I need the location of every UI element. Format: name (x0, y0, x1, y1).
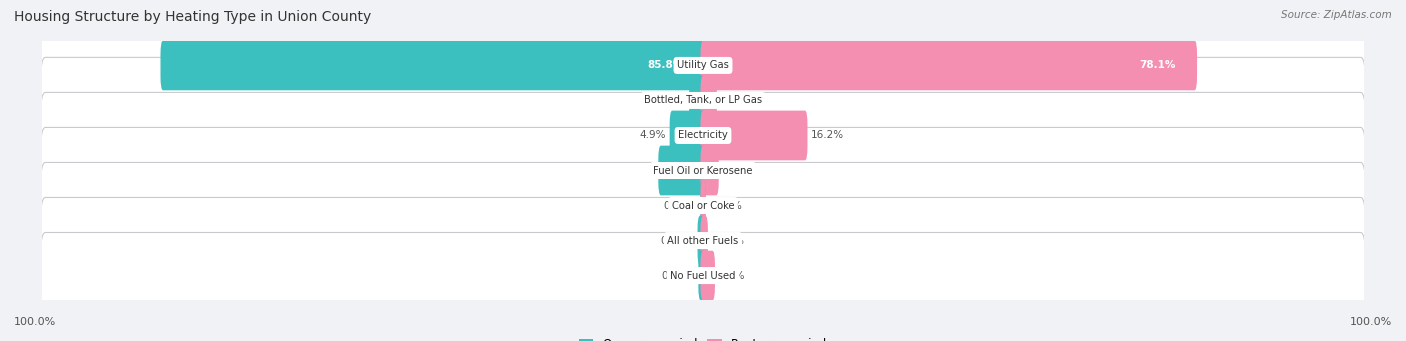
FancyBboxPatch shape (700, 76, 717, 125)
Text: Housing Structure by Heating Type in Union County: Housing Structure by Heating Type in Uni… (14, 10, 371, 24)
FancyBboxPatch shape (160, 41, 706, 90)
Text: 85.8%: 85.8% (648, 60, 685, 71)
FancyBboxPatch shape (689, 76, 706, 125)
Text: 1.8%: 1.8% (659, 95, 685, 105)
Text: 1.5%: 1.5% (718, 270, 745, 281)
Text: 100.0%: 100.0% (14, 317, 56, 327)
FancyBboxPatch shape (700, 41, 1197, 90)
FancyBboxPatch shape (41, 233, 1365, 318)
FancyBboxPatch shape (41, 128, 1365, 213)
FancyBboxPatch shape (700, 110, 807, 160)
Text: Coal or Coke: Coal or Coke (672, 201, 734, 210)
Text: 0.34%: 0.34% (662, 270, 695, 281)
FancyBboxPatch shape (700, 216, 707, 265)
Text: All other Fuels: All other Fuels (668, 236, 738, 246)
FancyBboxPatch shape (700, 181, 706, 231)
Text: 78.1%: 78.1% (1139, 60, 1175, 71)
Text: 0.38%: 0.38% (711, 236, 745, 246)
FancyBboxPatch shape (697, 216, 706, 265)
FancyBboxPatch shape (658, 146, 706, 195)
Text: Utility Gas: Utility Gas (678, 60, 728, 71)
Text: 0.47%: 0.47% (661, 236, 693, 246)
FancyBboxPatch shape (41, 57, 1365, 144)
Text: 2.1%: 2.1% (723, 165, 749, 176)
FancyBboxPatch shape (700, 251, 716, 300)
FancyBboxPatch shape (669, 110, 706, 160)
FancyBboxPatch shape (41, 92, 1365, 179)
FancyBboxPatch shape (41, 162, 1365, 249)
Text: No Fuel Used: No Fuel Used (671, 270, 735, 281)
Text: 100.0%: 100.0% (1350, 317, 1392, 327)
FancyBboxPatch shape (700, 181, 706, 231)
Text: 4.9%: 4.9% (640, 131, 666, 140)
Text: Electricity: Electricity (678, 131, 728, 140)
Text: 0.03%: 0.03% (710, 201, 742, 210)
Legend: Owner-occupied, Renter-occupied: Owner-occupied, Renter-occupied (579, 338, 827, 341)
Text: 16.2%: 16.2% (811, 131, 845, 140)
Text: 1.8%: 1.8% (721, 95, 747, 105)
Text: Bottled, Tank, or LP Gas: Bottled, Tank, or LP Gas (644, 95, 762, 105)
Text: 0.04%: 0.04% (664, 201, 696, 210)
FancyBboxPatch shape (41, 23, 1365, 108)
FancyBboxPatch shape (699, 251, 706, 300)
FancyBboxPatch shape (700, 146, 718, 195)
Text: 6.7%: 6.7% (655, 165, 685, 176)
Text: Source: ZipAtlas.com: Source: ZipAtlas.com (1281, 10, 1392, 20)
Text: Fuel Oil or Kerosene: Fuel Oil or Kerosene (654, 165, 752, 176)
FancyBboxPatch shape (41, 197, 1365, 284)
